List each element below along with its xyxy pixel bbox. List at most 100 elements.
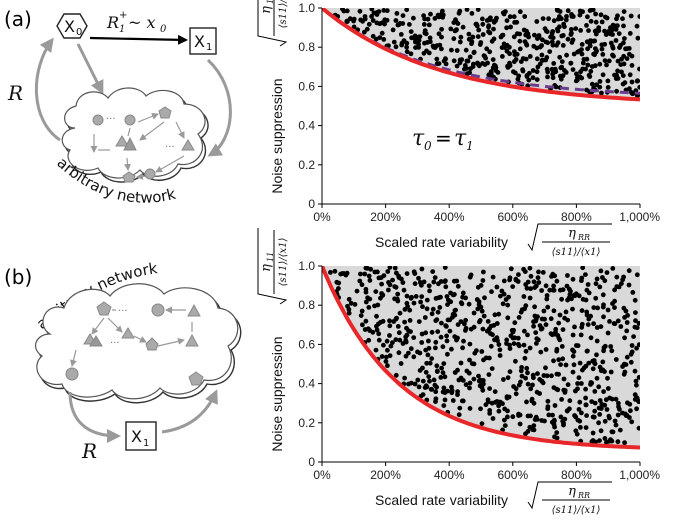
data-point	[499, 288, 505, 294]
data-point	[385, 347, 390, 353]
data-point	[594, 325, 600, 330]
data-point	[506, 294, 511, 300]
data-point	[489, 400, 495, 406]
data-point	[408, 29, 414, 34]
data-point	[449, 388, 455, 393]
data-point	[616, 284, 622, 290]
data-point	[550, 75, 556, 81]
data-point	[511, 34, 517, 40]
data-point	[513, 358, 518, 364]
data-point	[348, 300, 354, 306]
svg-text:···: ···	[110, 338, 120, 349]
data-point	[415, 377, 421, 383]
data-point	[572, 413, 577, 418]
data-point	[494, 284, 500, 290]
data-point	[543, 365, 548, 371]
data-point	[532, 304, 537, 310]
data-point	[633, 318, 638, 324]
x-tick-label: 800%	[561, 468, 592, 482]
data-point	[486, 24, 491, 30]
data-point	[616, 31, 622, 36]
data-point	[505, 414, 510, 420]
data-point	[530, 382, 535, 388]
data-point	[529, 396, 535, 402]
data-point	[597, 438, 602, 443]
data-point	[597, 284, 603, 290]
y-tick-label: 0.4	[298, 119, 315, 133]
feedback-label-a: R	[7, 81, 23, 105]
data-point	[433, 296, 439, 301]
data-point	[476, 302, 482, 307]
data-point	[565, 8, 571, 14]
data-point	[480, 32, 486, 37]
data-point	[516, 411, 521, 417]
data-point	[461, 338, 466, 344]
data-point	[442, 390, 448, 395]
data-point	[482, 53, 488, 59]
data-point	[423, 369, 429, 375]
data-point	[540, 380, 546, 386]
data-point	[490, 274, 496, 280]
data-point	[613, 27, 619, 32]
data-point	[463, 382, 469, 388]
data-point	[394, 11, 400, 16]
data-point	[376, 275, 382, 281]
data-point	[434, 384, 439, 390]
data-point	[486, 29, 491, 35]
data-point	[492, 389, 498, 394]
data-point	[544, 66, 550, 72]
data-point	[406, 328, 411, 334]
data-point	[538, 349, 544, 355]
tau1-subscript: 1	[466, 139, 474, 153]
data-point	[479, 421, 485, 426]
data-point	[363, 289, 369, 295]
data-point	[374, 327, 380, 333]
data-point	[629, 343, 635, 348]
data-point	[505, 375, 511, 381]
data-point	[475, 34, 481, 39]
data-point	[460, 294, 465, 300]
data-point	[448, 26, 454, 32]
data-point	[578, 28, 583, 33]
data-point	[399, 42, 405, 48]
data-point	[411, 354, 417, 360]
data-point	[451, 58, 457, 64]
data-point	[504, 43, 510, 49]
x-fraction-numerator: η	[568, 484, 576, 499]
arrow-x0-to-x1	[89, 34, 188, 45]
data-point	[431, 279, 437, 285]
data-point	[621, 9, 627, 15]
data-point	[534, 45, 540, 51]
data-point	[517, 9, 523, 15]
data-point	[453, 27, 459, 33]
data-point	[432, 275, 438, 280]
data-point	[372, 269, 378, 275]
data-point	[424, 297, 430, 303]
data-point	[462, 66, 467, 72]
data-point	[574, 431, 580, 437]
x-tick-label: 600%	[497, 468, 528, 482]
node-x0-label: X	[64, 17, 75, 36]
data-point	[598, 268, 604, 274]
data-point	[460, 345, 465, 351]
data-point	[346, 310, 352, 316]
data-point	[557, 337, 563, 343]
data-point	[426, 374, 432, 379]
data-point	[520, 67, 525, 73]
data-point	[411, 300, 417, 306]
data-point	[573, 26, 579, 31]
red-bound-curve	[322, 266, 640, 450]
data-point	[452, 308, 458, 313]
data-point	[577, 12, 583, 18]
data-point	[464, 71, 470, 77]
data-point	[592, 389, 598, 394]
data-point	[602, 343, 608, 349]
data-point	[589, 399, 595, 404]
data-point	[479, 349, 485, 354]
data-point	[524, 399, 529, 405]
data-point	[632, 324, 638, 330]
data-point	[521, 294, 527, 299]
data-point	[554, 346, 560, 352]
circle-icon	[144, 168, 156, 180]
data-point	[336, 286, 341, 291]
